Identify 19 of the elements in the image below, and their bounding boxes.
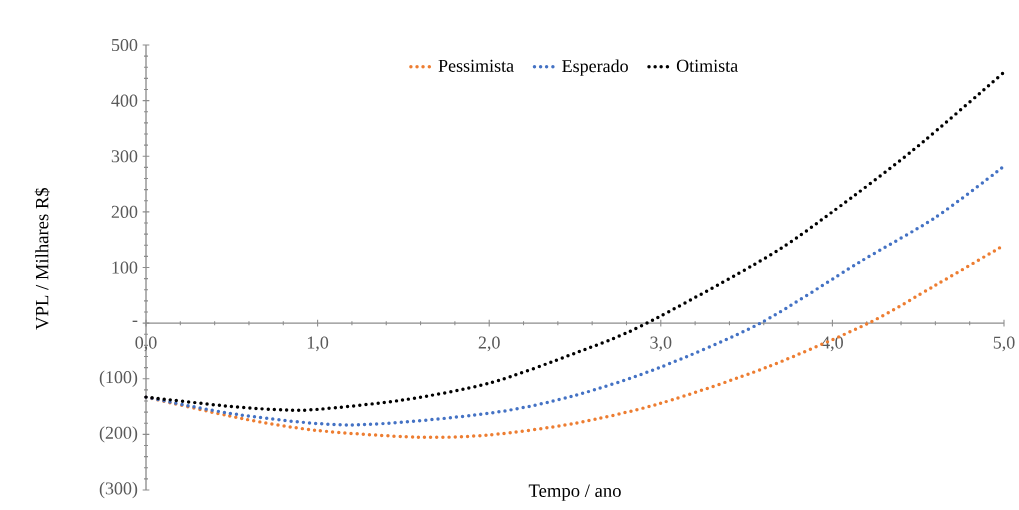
y-tick-label: 400: [111, 94, 138, 107]
legend-label: Pessimista: [438, 59, 514, 72]
y-axis-title: VPL / Milhares R$: [34, 187, 50, 330]
legend-label: Otimista: [676, 59, 738, 72]
x-tick-label: 0,0: [135, 336, 157, 352]
y-tick-label: (100): [99, 370, 138, 387]
y-tick-label: (300): [99, 481, 138, 499]
x-tick-label: 5,0: [993, 336, 1015, 352]
legend-label: Esperado: [562, 59, 628, 76]
y-tick-label: -: [132, 320, 138, 323]
x-tick-label: 3,0: [650, 336, 672, 352]
y-tick-label: (200): [99, 426, 138, 443]
y-tick-label: 500: [112, 38, 138, 52]
x-axis-title: Tempo / ano: [528, 484, 621, 501]
x-tick-label: 2,0: [478, 336, 500, 352]
x-tick-label: 1,0: [307, 336, 329, 352]
y-tick-label: 300: [111, 150, 138, 163]
y-tick-label: 100: [112, 261, 138, 274]
y-tick-label: 200: [111, 205, 138, 218]
